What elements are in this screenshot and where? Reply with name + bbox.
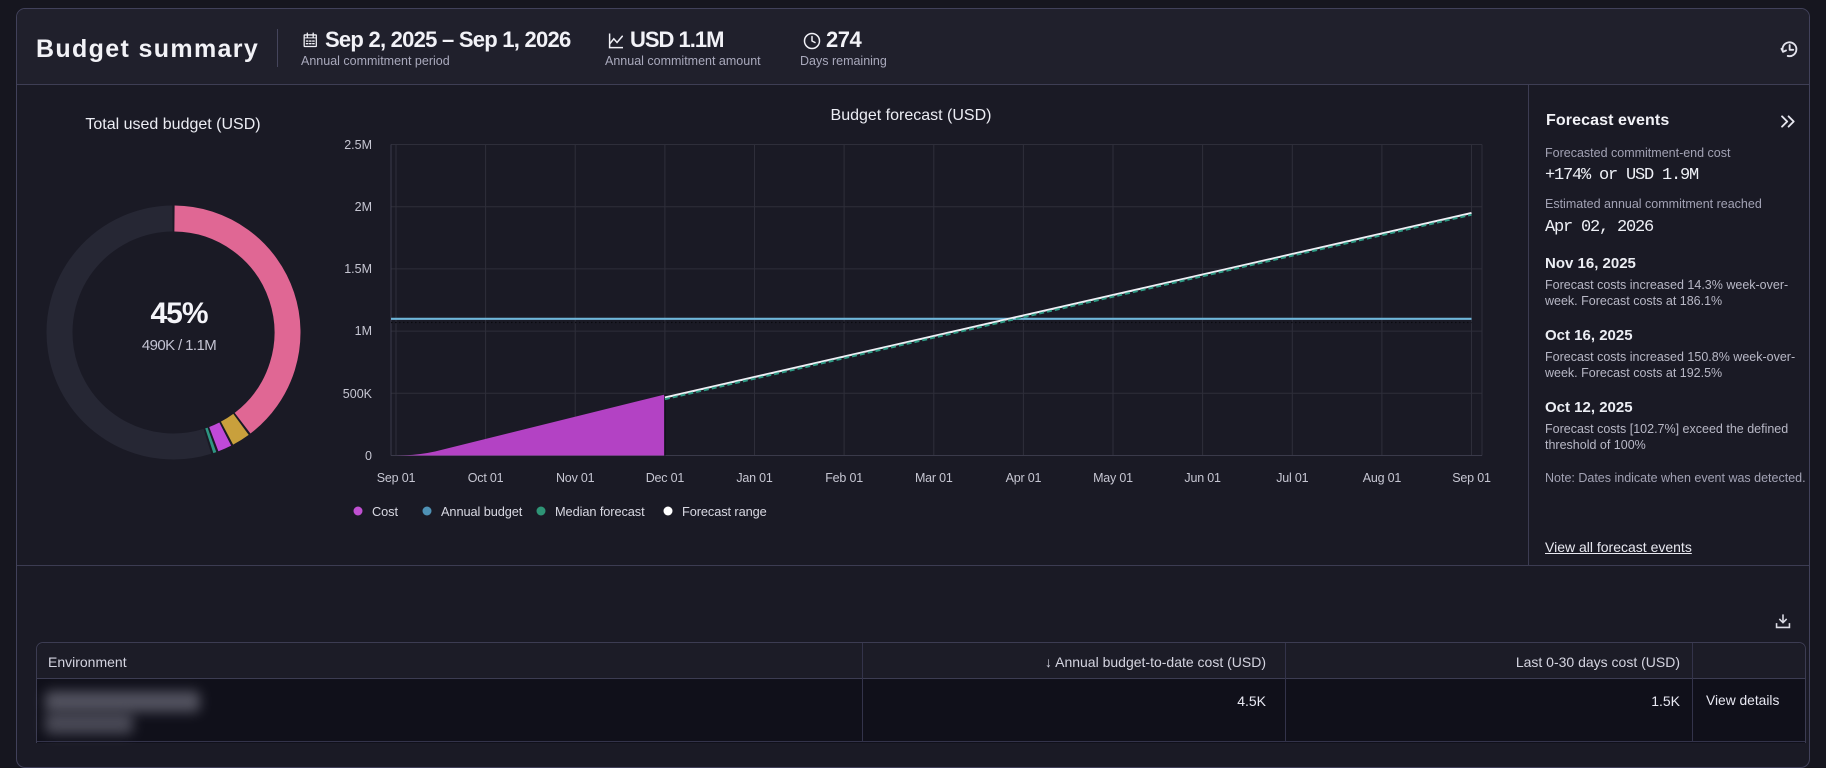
svg-text:Jan 01: Jan 01 — [736, 471, 773, 485]
svg-text:0: 0 — [365, 449, 372, 463]
svg-text:2.5M: 2.5M — [344, 138, 372, 152]
svg-text:Sep 01: Sep 01 — [377, 471, 416, 485]
svg-text:May 01: May 01 — [1093, 471, 1133, 485]
svg-text:Jun 01: Jun 01 — [1184, 471, 1221, 485]
svg-text:Cost: Cost — [372, 504, 398, 519]
svg-text:Aug 01: Aug 01 — [1363, 471, 1402, 485]
svg-text:1.5M: 1.5M — [344, 262, 372, 276]
svg-text:Annual budget: Annual budget — [441, 504, 523, 519]
svg-text:500K: 500K — [343, 387, 373, 401]
svg-text:Budget forecast (USD): Budget forecast (USD) — [831, 107, 992, 124]
svg-text:Dec 01: Dec 01 — [646, 471, 685, 485]
svg-text:Oct 01: Oct 01 — [468, 471, 504, 485]
svg-text:Sep 01: Sep 01 — [1452, 471, 1491, 485]
svg-text:Median forecast: Median forecast — [555, 504, 645, 519]
svg-text:1M: 1M — [355, 324, 372, 338]
svg-text:Feb 01: Feb 01 — [825, 471, 863, 485]
svg-text:Mar 01: Mar 01 — [915, 471, 953, 485]
svg-text:Nov 01: Nov 01 — [556, 471, 595, 485]
svg-text:Forecast range: Forecast range — [682, 504, 767, 519]
svg-text:Apr 01: Apr 01 — [1006, 471, 1042, 485]
svg-text:2M: 2M — [355, 200, 372, 214]
svg-text:Jul 01: Jul 01 — [1276, 471, 1308, 485]
